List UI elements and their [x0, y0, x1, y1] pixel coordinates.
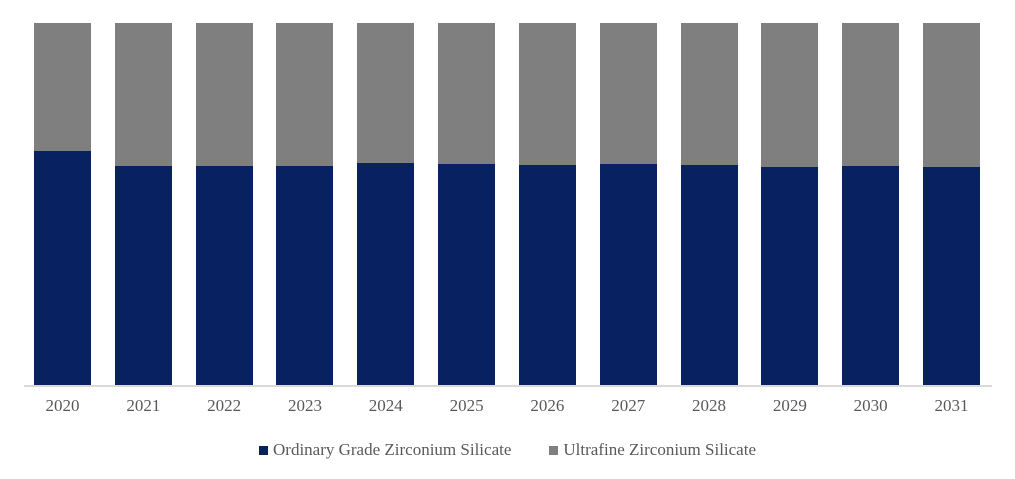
- x-tick-2028: 2028: [692, 396, 726, 415]
- legend-swatch-ordinary-grade: [259, 445, 268, 455]
- legend: Ordinary Grade Zirconium Silicate Ultraf…: [0, 440, 1015, 460]
- x-tick-2029: 2029: [772, 396, 807, 415]
- bar-2021-segment-1: [114, 23, 172, 166]
- bar-2023: [276, 23, 334, 385]
- bar-2029: [761, 23, 819, 385]
- bar-2027: [599, 23, 657, 385]
- x-axis-line: [24, 385, 992, 387]
- bar-2028-segment-1: [680, 23, 738, 165]
- bar-2030-segment-1: [842, 23, 900, 166]
- bar-2031: [922, 23, 980, 385]
- bar-2023-segment-1: [276, 23, 334, 166]
- bar-2024-segment-1: [357, 23, 415, 164]
- legend-item-ordinary-grade: Ordinary Grade Zirconium Silicate: [259, 440, 511, 460]
- bar-2026: [518, 23, 576, 385]
- bar-2030-segment-0: [842, 166, 900, 385]
- bar-2029-segment-0: [761, 167, 819, 385]
- legend-label-ultrafine: Ultrafine Zirconium Silicate: [563, 440, 756, 459]
- bar-2021-segment-0: [114, 166, 172, 385]
- x-tick-2020: 2020: [45, 396, 80, 415]
- bar-2022: [195, 23, 253, 385]
- bar-2022-segment-1: [195, 23, 253, 166]
- bar-2025-segment-1: [438, 23, 496, 165]
- bar-2025-segment-0: [438, 164, 496, 385]
- bar-2022-segment-0: [195, 166, 253, 385]
- bar-2021: [114, 23, 172, 385]
- bar-2023-segment-0: [276, 166, 334, 385]
- legend-item-ultrafine: Ultrafine Zirconium Silicate: [549, 440, 756, 460]
- bar-2031-segment-0: [922, 167, 980, 385]
- legend-swatch-ultrafine: [549, 445, 559, 455]
- plot-area: [34, 23, 980, 385]
- bar-2020: [34, 23, 91, 385]
- bar-2025: [438, 23, 496, 385]
- x-axis-tick-labels: 2020 2021 2022 2023 2024 2025 2026 2027 2028 2029…: [34, 396, 980, 416]
- bar-2027-segment-1: [599, 23, 657, 165]
- bar-2024-segment-0: [357, 163, 415, 385]
- bars-container: [34, 23, 980, 385]
- x-tick-2026: 2026: [530, 396, 565, 415]
- x-tick-2025: 2025: [449, 396, 484, 415]
- bar-2029-segment-1: [761, 23, 819, 168]
- bar-2026-segment-0: [518, 164, 576, 385]
- bar-2026-segment-1: [518, 23, 576, 165]
- bar-2028-segment-0: [680, 164, 738, 385]
- bar-2030: [842, 23, 900, 385]
- bar-2028: [680, 23, 738, 385]
- x-tick-2031: 2031: [934, 396, 969, 415]
- legend-label-ordinary-grade: Ordinary Grade Zirconium Silicate: [273, 440, 512, 459]
- x-tick-2024: 2024: [368, 396, 403, 415]
- x-tick-2030: 2030: [853, 396, 888, 415]
- x-tick-2021: 2021: [126, 396, 161, 415]
- x-tick-2027: 2027: [611, 396, 646, 415]
- bar-2027-segment-0: [599, 164, 657, 385]
- x-tick-2022: 2022: [207, 396, 242, 415]
- bar-2031-segment-1: [922, 23, 980, 168]
- bar-2020-segment-0: [34, 151, 91, 385]
- bar-2020-segment-1: [34, 23, 91, 152]
- x-tick-2023: 2023: [287, 396, 322, 415]
- bar-2024: [357, 23, 415, 385]
